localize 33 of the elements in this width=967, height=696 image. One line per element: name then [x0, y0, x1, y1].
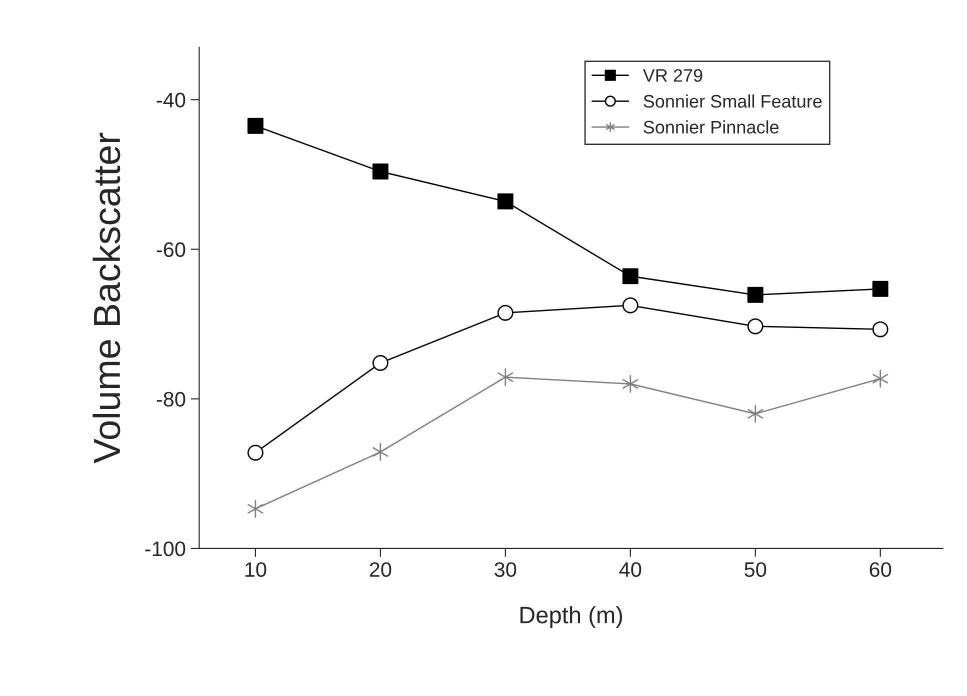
point	[248, 500, 264, 518]
legend-label: VR 279	[642, 69, 702, 82]
x-tick-label: 30	[494, 562, 516, 577]
point	[872, 280, 888, 297]
x-tick-label: 20	[370, 562, 392, 577]
point	[622, 268, 638, 284]
point	[748, 404, 764, 423]
point	[747, 286, 764, 303]
point	[247, 444, 264, 461]
point	[372, 354, 388, 371]
x-tick-label: 40	[619, 562, 642, 577]
point	[247, 118, 264, 134]
point	[372, 164, 388, 180]
point	[872, 321, 888, 338]
legend-label: Sonnier Small Feature	[644, 94, 822, 108]
point	[622, 297, 638, 314]
x-axis-title: Depth (m)	[520, 606, 622, 628]
point	[372, 443, 388, 461]
x-tick-label: 10	[245, 562, 266, 577]
y-tick-label: -40	[156, 92, 186, 108]
point	[497, 193, 514, 210]
point	[747, 318, 764, 334]
y-axis-title: Volume Backscatter	[92, 132, 120, 464]
point	[497, 304, 514, 321]
point	[872, 370, 888, 388]
y-tick-label: -100	[145, 541, 186, 556]
legend-label: Sonnier Pinnacle	[644, 120, 779, 134]
x-tick-label: 50	[744, 562, 766, 577]
x-tick-label: 60	[870, 562, 892, 577]
point	[498, 368, 514, 386]
y-tick-label: -80	[156, 392, 186, 407]
point	[622, 374, 638, 393]
y-tick-label: -60	[156, 242, 186, 258]
